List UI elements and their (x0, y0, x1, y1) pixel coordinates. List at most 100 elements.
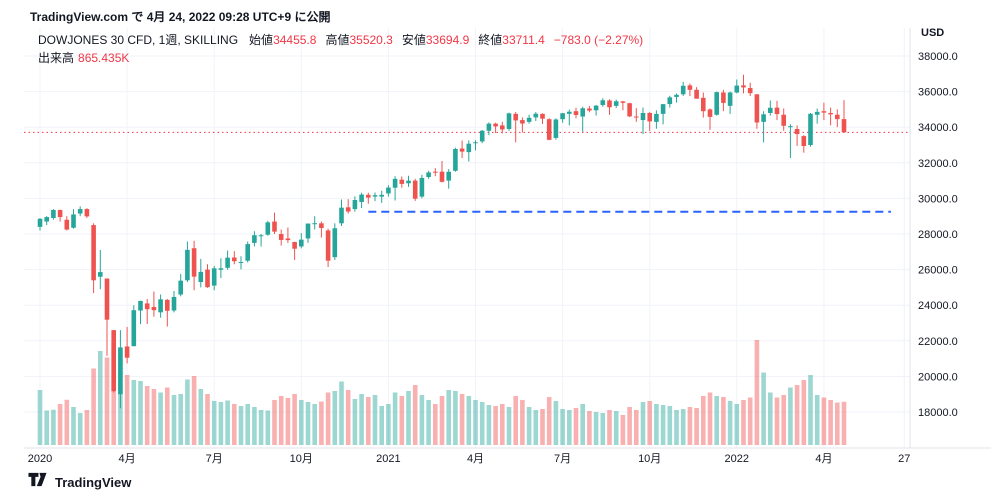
candle-body (98, 272, 103, 277)
time-tick-label: 2021 (376, 453, 400, 465)
volume-bar (587, 411, 592, 445)
volume-bar (835, 402, 840, 445)
volume-bar (808, 375, 813, 445)
time-tick-label: 4月 (815, 453, 832, 465)
candle-body (660, 104, 666, 114)
candle-body (573, 111, 579, 115)
volume-bar (567, 410, 572, 445)
candle-body (593, 105, 599, 111)
volume-bar (305, 402, 311, 445)
candle-body (513, 113, 518, 121)
candle-body (741, 85, 746, 88)
volume-bar (178, 394, 183, 445)
volume-bar (399, 396, 405, 445)
volume-bar (285, 398, 291, 445)
volume-bar (674, 410, 679, 445)
time-tick-label: 10月 (290, 453, 313, 465)
volume-bar (694, 408, 699, 445)
volume-bar (781, 395, 786, 445)
candle-body (687, 85, 693, 90)
candle-body (714, 92, 719, 115)
volume-bar (821, 397, 827, 445)
candle-body (674, 94, 679, 97)
candle-body (144, 303, 150, 310)
tradingview-logo-icon[interactable] (28, 472, 47, 492)
volume-bar (138, 381, 143, 445)
candle-body (808, 113, 813, 145)
volume-bar (205, 394, 210, 445)
candle-body (419, 177, 425, 197)
volume-bar (265, 410, 271, 445)
candle-body (493, 123, 498, 127)
volume-bar (332, 391, 338, 445)
candle-body (600, 100, 606, 105)
candle-body (553, 119, 559, 138)
candle-body (647, 112, 652, 122)
volume-bar (151, 389, 157, 445)
volume-bar (379, 406, 384, 445)
footer: TradingView (28, 472, 131, 492)
volume-bar (667, 406, 673, 445)
volume-bar (714, 396, 719, 445)
price-tick-label: 24000.0 (918, 300, 958, 312)
volume-bar (165, 387, 170, 445)
candle-body (747, 88, 753, 94)
candle-body (473, 142, 478, 144)
volume-bar (687, 407, 693, 445)
candle-body (640, 112, 646, 121)
volume-bar (841, 401, 847, 445)
candle-body (727, 92, 733, 106)
volume-bar (299, 400, 304, 445)
publish-caption: TradingView.com で 4月 24, 2022 09:28 UTC+… (30, 10, 331, 24)
volume-bar (479, 402, 485, 445)
candle-body (171, 296, 177, 311)
candle-body (453, 148, 458, 171)
volume-bar (506, 407, 512, 445)
candle-body (111, 330, 116, 392)
candle-body (379, 194, 384, 197)
volume-bar (339, 381, 344, 445)
volume-bar (828, 400, 833, 445)
candle-body (426, 172, 431, 178)
volume-bar (392, 392, 398, 445)
volume-bar (345, 390, 351, 445)
candle-body (285, 238, 291, 241)
ohlc-high: 高値35520.3 (325, 33, 393, 47)
candle-body (801, 136, 807, 146)
price-tick-label: 34000.0 (918, 122, 958, 134)
candle-body (372, 195, 378, 197)
candle-body (272, 221, 277, 232)
time-tick-label: 4月 (119, 453, 136, 465)
candle-body (84, 209, 90, 217)
time-tick-label: 10月 (638, 453, 661, 465)
volume-bar (325, 392, 331, 445)
volume-legend: 出来高 865.435K (38, 51, 130, 65)
volume-bar (540, 409, 545, 445)
candlestick-chart[interactable]: 18000.0 20000.0 22000.0 24000.0 26000.0 28000… (0, 0, 991, 472)
candle-body (218, 268, 224, 270)
candle-body (667, 97, 673, 105)
volume-bar (620, 415, 626, 445)
price-axis-currency: USD (921, 27, 945, 39)
candle-body (392, 178, 398, 188)
volume-bar (44, 410, 49, 445)
candle-body (721, 92, 726, 103)
time-tick-label: 2020 (28, 453, 52, 465)
candle-body (841, 119, 847, 133)
candle-body (51, 209, 56, 218)
candle-body (225, 257, 230, 268)
volume-bar (292, 394, 297, 445)
volume-bar (84, 410, 90, 445)
tradingview-brand-text[interactable]: TradingView (55, 474, 132, 490)
candle-body (265, 222, 271, 235)
price-tick-label: 36000.0 (918, 87, 958, 99)
volume-bar (580, 404, 585, 445)
symbol-title[interactable]: DOWJONES 30 CFD, 1週, SKILLING (38, 33, 239, 47)
volume-bar (144, 386, 150, 445)
volume-bar (211, 401, 217, 445)
volume-bar (439, 396, 445, 445)
volume-bar (446, 390, 451, 445)
candle-body (178, 280, 183, 295)
volume-bar (352, 399, 358, 445)
